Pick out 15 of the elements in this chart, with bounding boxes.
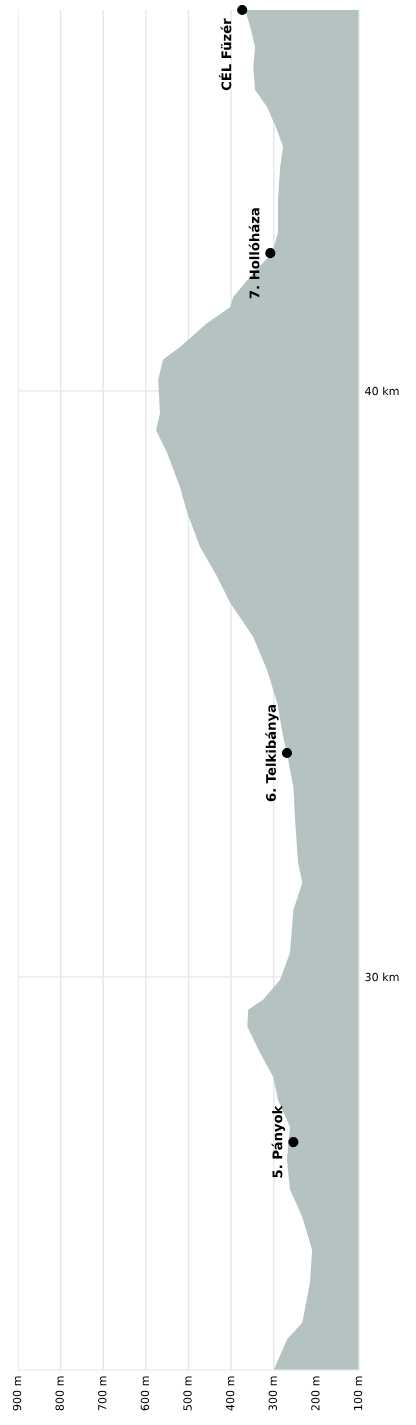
annotation: 7. Hollóháza xyxy=(248,208,260,299)
y-tick-label: 40 km xyxy=(365,386,399,396)
x-tick-label: 400 m xyxy=(225,1376,235,1411)
x-tick-label: 800 m xyxy=(55,1376,64,1411)
x-tick-label: 100 m xyxy=(353,1376,363,1410)
annotation: CÉL Füzér xyxy=(218,18,232,91)
y-tick-label: 30 km xyxy=(365,972,399,982)
annotation: 5. Pányok xyxy=(271,1105,286,1178)
x-tick-label: 700 m xyxy=(98,1376,107,1411)
x-tick-label: 200 m xyxy=(311,1376,320,1411)
x-tick-label: 300 m xyxy=(268,1376,277,1411)
x-tick-label: 500 m xyxy=(183,1376,192,1411)
x-tick-label: 900 m xyxy=(12,1376,22,1411)
annotation: 6. Telkibánya xyxy=(265,705,279,802)
x-tick-label: 600 m xyxy=(140,1376,150,1411)
